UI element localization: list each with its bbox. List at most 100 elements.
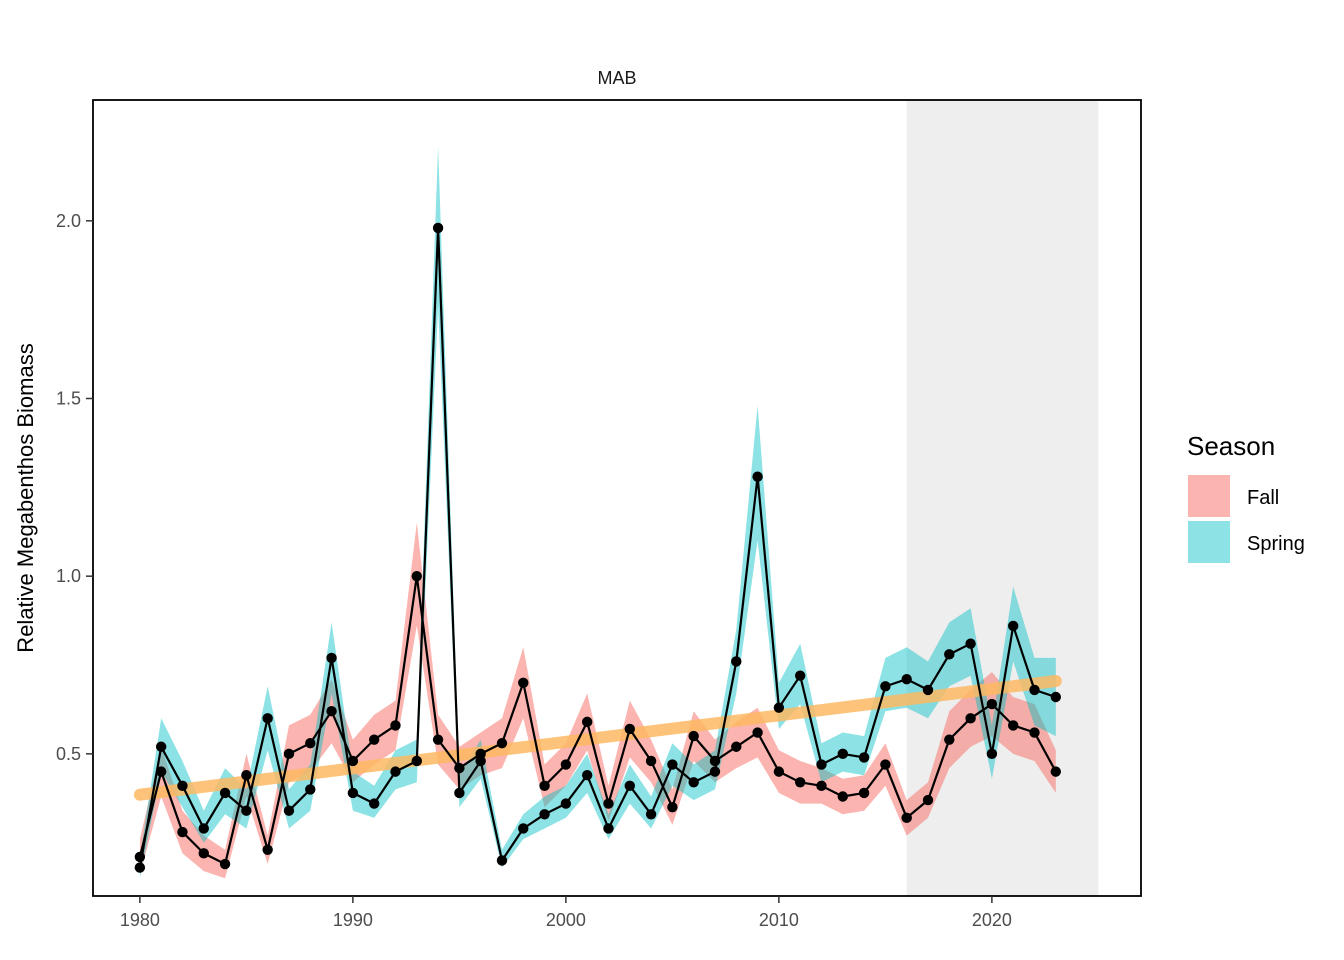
point-spring-1998 bbox=[518, 823, 529, 834]
point-spring-1993 bbox=[411, 755, 422, 767]
point-spring-2017 bbox=[922, 684, 934, 696]
point-fall-1987 bbox=[283, 748, 295, 760]
point-fall-1993 bbox=[411, 570, 422, 582]
point-fall-2002 bbox=[603, 798, 614, 809]
point-fall-2009 bbox=[752, 727, 763, 738]
point-spring-2005 bbox=[667, 759, 678, 770]
point-fall-2004 bbox=[645, 755, 657, 767]
point-spring-1995 bbox=[454, 787, 465, 799]
point-fall-2006 bbox=[688, 730, 699, 742]
point-fall-1997 bbox=[496, 737, 508, 749]
legend-title: Season bbox=[1187, 431, 1275, 461]
trend-line-path bbox=[133, 675, 1062, 801]
legend-key-fall bbox=[1188, 475, 1230, 517]
point-spring-1983 bbox=[198, 823, 209, 834]
point-spring-1980 bbox=[134, 862, 146, 873]
point-fall-1992 bbox=[390, 720, 401, 731]
point-fall-2022 bbox=[1029, 727, 1040, 738]
point-spring-2008 bbox=[731, 656, 742, 667]
point-spring-2023 bbox=[1050, 691, 1061, 703]
point-fall-2016 bbox=[901, 812, 912, 824]
point-spring-2010 bbox=[773, 702, 785, 713]
panel-strip-title: MAB bbox=[597, 68, 636, 88]
point-spring-1982 bbox=[177, 780, 188, 792]
point-spring-2006 bbox=[688, 777, 699, 788]
point-fall-1984 bbox=[219, 858, 231, 870]
ribbon-spring bbox=[139, 146, 1056, 879]
panel-border bbox=[92, 99, 1142, 897]
point-spring-2020 bbox=[986, 748, 998, 760]
point-spring-2016 bbox=[901, 674, 912, 685]
series-points bbox=[134, 222, 1061, 873]
point-spring-2021 bbox=[1007, 620, 1019, 632]
x-axis: 1980 1990 2000 2010 2020 bbox=[120, 896, 1012, 930]
point-spring-2013 bbox=[837, 748, 848, 760]
point-fall-1994 bbox=[432, 734, 444, 745]
point-spring-1989 bbox=[326, 652, 337, 664]
point-spring-1996 bbox=[475, 755, 486, 767]
point-spring-2022 bbox=[1029, 684, 1040, 696]
point-spring-1990 bbox=[347, 787, 359, 799]
point-spring-1992 bbox=[390, 766, 401, 777]
point-fall-1991 bbox=[368, 734, 380, 745]
y-tick-label-1: 1.0 bbox=[56, 566, 81, 586]
point-fall-1980 bbox=[134, 851, 146, 863]
point-fall-1982 bbox=[177, 826, 188, 838]
y-tick-label-0.5: 0.5 bbox=[56, 744, 81, 764]
point-spring-1986 bbox=[262, 713, 273, 724]
point-fall-2003 bbox=[624, 723, 635, 735]
x-tick-label-1990: 1990 bbox=[333, 910, 373, 930]
point-fall-2015 bbox=[880, 759, 891, 770]
point-spring-2004 bbox=[645, 809, 657, 820]
point-fall-2013 bbox=[837, 791, 848, 802]
y-axis: 0.5 1.0 1.5 2.0 bbox=[56, 211, 93, 764]
point-fall-2007 bbox=[709, 755, 721, 767]
point-spring-2009 bbox=[752, 471, 763, 482]
legend-label-fall: Fall bbox=[1247, 487, 1279, 509]
point-fall-2008 bbox=[731, 741, 742, 752]
point-spring-1984 bbox=[219, 787, 231, 799]
point-fall-2017 bbox=[922, 794, 934, 806]
point-fall-2011 bbox=[794, 777, 806, 788]
point-fall-1996 bbox=[475, 748, 486, 760]
point-spring-1987 bbox=[283, 805, 295, 816]
point-fall-1988 bbox=[305, 737, 316, 749]
x-tick-label-2000: 2000 bbox=[546, 910, 586, 930]
point-fall-2023 bbox=[1050, 766, 1061, 777]
point-spring-2001 bbox=[581, 769, 593, 781]
point-fall-2012 bbox=[816, 780, 827, 792]
legend: Season Fall Spring bbox=[1187, 431, 1305, 563]
y-tick-label-1.5: 1.5 bbox=[56, 389, 81, 409]
point-fall-2000 bbox=[560, 759, 572, 770]
point-fall-1983 bbox=[198, 848, 209, 859]
point-fall-2010 bbox=[773, 766, 785, 777]
point-fall-2001 bbox=[581, 716, 593, 728]
point-fall-1981 bbox=[155, 766, 167, 777]
y-axis-title: Relative Megabenthos Biomass bbox=[13, 343, 38, 652]
point-spring-2019 bbox=[965, 638, 976, 649]
point-fall-2014 bbox=[858, 787, 870, 799]
point-spring-2003 bbox=[624, 780, 635, 792]
point-spring-2015 bbox=[880, 681, 891, 692]
point-fall-1999 bbox=[539, 780, 550, 792]
point-spring-1981 bbox=[155, 741, 167, 752]
point-spring-1991 bbox=[368, 798, 380, 809]
point-fall-1985 bbox=[241, 769, 252, 781]
point-fall-2020 bbox=[986, 698, 998, 710]
point-spring-2014 bbox=[858, 752, 870, 763]
point-fall-1998 bbox=[518, 677, 529, 688]
point-fall-1990 bbox=[347, 755, 359, 767]
legend-key-spring bbox=[1188, 521, 1230, 563]
x-tick-label-1980: 1980 bbox=[120, 910, 160, 930]
point-spring-2007 bbox=[709, 766, 721, 777]
point-fall-1986 bbox=[262, 844, 273, 856]
legend-label-spring: Spring bbox=[1247, 533, 1305, 555]
point-spring-1994 bbox=[432, 222, 444, 234]
point-spring-1999 bbox=[539, 809, 550, 820]
point-spring-2018 bbox=[944, 649, 955, 660]
point-spring-1985 bbox=[241, 805, 252, 816]
x-tick-label-2020: 2020 bbox=[972, 910, 1012, 930]
point-spring-2012 bbox=[816, 759, 827, 770]
point-spring-2011 bbox=[794, 670, 806, 681]
